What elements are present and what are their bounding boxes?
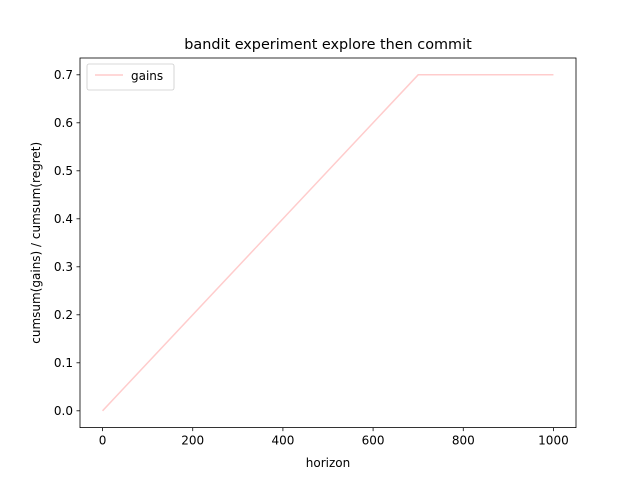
x-axis: 0 200 400 600 800 1000 [99, 427, 569, 448]
x-axis-label: horizon [306, 456, 350, 470]
y-tick-label: 0.0 [54, 404, 73, 418]
y-tick-label: 0.7 [54, 68, 73, 82]
y-tick-label: 0.1 [54, 356, 73, 370]
legend-box [86, 63, 175, 91]
chart-title: bandit experiment explore then commit [184, 37, 472, 53]
series-line-gains [102, 74, 554, 412]
x-tick-label: 1000 [538, 434, 569, 448]
axes-frame [79, 57, 577, 429]
y-tick-label: 0.5 [54, 164, 73, 178]
y-axis-label: cumsum(gains) / cumsum(regret) [29, 142, 43, 344]
x-tick-label: 200 [181, 434, 204, 448]
plot-area [102, 74, 554, 412]
x-tick-label: 800 [452, 434, 475, 448]
x-tick-label: 400 [271, 434, 294, 448]
x-tick-label: 0 [99, 434, 107, 448]
legend: gains [86, 63, 175, 91]
legend-label-gains: gains [131, 69, 163, 83]
y-axis: 0.0 0.1 0.2 0.3 0.4 0.5 0.6 0.7 [54, 68, 80, 418]
x-tick-label: 600 [362, 434, 385, 448]
y-tick-label: 0.2 [54, 308, 73, 322]
y-tick-label: 0.4 [54, 212, 73, 226]
y-tick-label: 0.3 [54, 260, 73, 274]
y-tick-label: 0.6 [54, 116, 73, 130]
